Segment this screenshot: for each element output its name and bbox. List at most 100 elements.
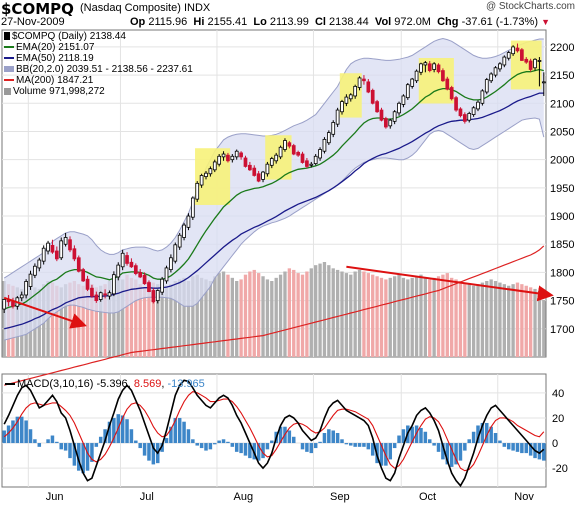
histogram-value: -13.965 <box>167 378 205 390</box>
down-candle <box>375 99 379 113</box>
candle-body <box>81 269 86 282</box>
up-candle <box>41 245 46 265</box>
up-candle <box>432 62 436 73</box>
candle-body <box>287 142 292 147</box>
candle-body <box>212 161 217 171</box>
up-candle <box>476 100 480 112</box>
down-candle <box>133 263 138 276</box>
down-candle <box>94 291 99 303</box>
volume-bar <box>305 271 309 357</box>
low-label: Lo <box>253 16 267 28</box>
candle-body <box>138 272 143 278</box>
macd-histogram-bar <box>15 416 20 444</box>
volume-bar <box>239 279 243 357</box>
down-candle <box>252 165 257 177</box>
candle-body <box>46 242 50 252</box>
up-candle <box>169 254 173 273</box>
macd-histogram-bar <box>300 443 305 450</box>
volume-bar <box>511 284 515 357</box>
macd-histogram-bar <box>362 443 366 447</box>
macd-histogram-bar <box>441 443 445 460</box>
up-candle <box>537 57 542 87</box>
legend-bb: BB(20,2.0) 2039.51 - 2138.56 - 2237.61 <box>4 64 193 75</box>
up-candle <box>506 50 511 61</box>
bollinger-band-area <box>4 38 544 341</box>
volume-bar <box>160 287 164 357</box>
volume-bar <box>63 284 68 357</box>
candle-body <box>326 132 331 144</box>
macd-histogram-bar <box>511 443 515 451</box>
candle-body <box>98 292 103 300</box>
ema20-swatch <box>4 46 14 49</box>
up-candle <box>177 232 182 250</box>
up-candle <box>107 290 112 300</box>
up-candle <box>498 62 502 72</box>
down-candle <box>81 267 86 283</box>
macd-histogram-bar <box>112 417 116 444</box>
macd-histogram-bar <box>419 427 423 444</box>
candle-body <box>278 146 283 158</box>
macd-histogram-bar <box>436 443 441 452</box>
volume-bar <box>314 265 318 357</box>
macd-histogram-bar <box>177 417 182 444</box>
candle-body <box>283 140 287 150</box>
up-candle <box>357 76 362 91</box>
candle-body <box>112 274 116 295</box>
volume-bar <box>120 279 125 357</box>
open-label: Op <box>130 16 146 28</box>
macd-histogram-bar <box>366 443 371 450</box>
up-candle <box>261 170 265 183</box>
up-candle <box>388 118 393 129</box>
candle-body <box>261 171 265 180</box>
candle-body <box>331 122 336 135</box>
macd-histogram-bar <box>445 443 450 465</box>
macd-histogram-bar <box>72 443 77 466</box>
up-candle <box>190 196 195 220</box>
macd-histogram-bar <box>349 443 353 446</box>
volume-bar <box>230 277 234 357</box>
macd-histogram-bar <box>313 443 318 449</box>
volume-bar <box>191 276 195 357</box>
macd-histogram-bar <box>542 443 546 461</box>
macd-histogram-bar <box>278 426 283 444</box>
volume-bar <box>340 271 344 357</box>
down-candle <box>239 151 243 160</box>
macd-histogram-bar <box>489 426 493 444</box>
up-candle <box>2 299 7 314</box>
candle-body <box>432 63 436 70</box>
macd-line <box>3 379 545 488</box>
candle-body <box>208 168 213 175</box>
volume-bar <box>147 281 151 357</box>
candle-body <box>296 151 300 156</box>
volume-bar <box>406 279 410 357</box>
down-candle <box>370 88 375 105</box>
candle-body <box>340 101 344 113</box>
down-candle <box>445 76 450 91</box>
up-candle <box>348 93 353 102</box>
candle-body <box>129 261 134 268</box>
volume-bar <box>349 274 353 357</box>
candle-body <box>182 224 186 238</box>
legend-volume: Volume 971,998,272 <box>4 86 105 97</box>
macd-histogram-bar <box>191 439 195 444</box>
candle-body <box>484 79 489 93</box>
down-candle <box>362 75 366 85</box>
macd-histogram-bar <box>432 443 436 446</box>
volume-bar <box>366 273 370 357</box>
down-candle <box>147 280 151 293</box>
up-candle <box>326 130 331 146</box>
down-candle <box>50 239 55 254</box>
price-tick-label: 1800 <box>550 267 574 279</box>
up-candle <box>173 242 178 264</box>
macd-histogram-bar <box>427 439 432 444</box>
macd-histogram-bar <box>331 430 335 444</box>
volume-bar <box>274 277 278 357</box>
volume-bar <box>195 274 199 357</box>
close-value: 2138.44 <box>329 16 369 28</box>
volume-bar <box>208 281 213 357</box>
volume-bar <box>50 282 55 357</box>
candle-body <box>480 90 485 104</box>
signal-value: 8.569 <box>133 378 162 390</box>
candle-body <box>116 264 121 278</box>
month-tick-label: Aug <box>234 491 254 503</box>
